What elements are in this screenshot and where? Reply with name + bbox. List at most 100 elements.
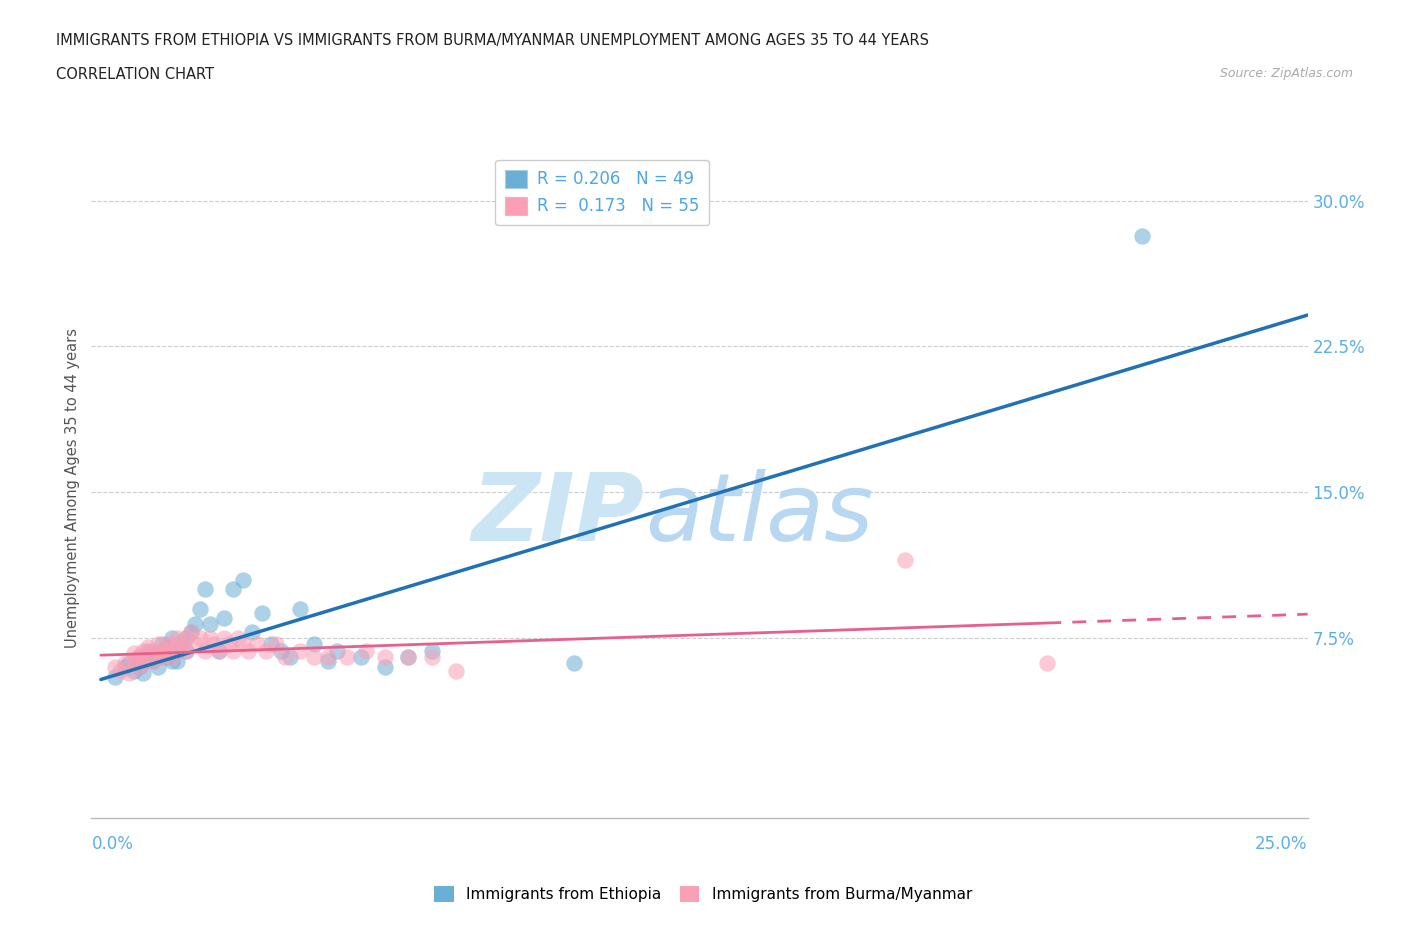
Point [156, 640, 179, 655]
Point [136, 650, 159, 665]
Point [218, 636, 240, 651]
Point [160, 654, 183, 669]
Point [374, 659, 396, 674]
Point [142, 654, 165, 669]
Point [326, 644, 349, 658]
Point [170, 636, 193, 651]
Text: 0.0%: 0.0% [91, 835, 134, 853]
Point [114, 659, 136, 674]
Point [174, 644, 197, 658]
Point [246, 636, 269, 651]
Point [180, 625, 202, 640]
Point [398, 650, 420, 665]
Point [420, 644, 443, 658]
Point [146, 636, 169, 651]
Point [174, 644, 197, 658]
Point [128, 659, 150, 674]
Point [562, 656, 585, 671]
Point [222, 582, 245, 597]
Point [398, 650, 420, 665]
Point [122, 646, 145, 661]
Point [128, 650, 150, 665]
Point [316, 650, 339, 665]
Point [128, 659, 150, 674]
Point [156, 650, 179, 665]
Point [142, 654, 165, 669]
Point [260, 636, 283, 651]
Point [250, 605, 273, 620]
Point [240, 625, 263, 640]
Point [156, 644, 179, 658]
Point [302, 650, 325, 665]
Point [132, 665, 155, 680]
Point [118, 665, 141, 680]
Text: ZIP: ZIP [472, 469, 645, 561]
Point [894, 552, 917, 567]
Point [208, 644, 231, 658]
Point [166, 644, 188, 658]
Point [288, 601, 311, 616]
Text: 25.0%: 25.0% [1256, 835, 1308, 853]
Point [204, 636, 226, 651]
Text: IMMIGRANTS FROM ETHIOPIA VS IMMIGRANTS FROM BURMA/MYANMAR UNEMPLOYMENT AMONG AGE: IMMIGRANTS FROM ETHIOPIA VS IMMIGRANTS F… [56, 33, 929, 47]
Point [374, 650, 396, 665]
Point [136, 650, 159, 665]
Point [122, 663, 145, 678]
Point [188, 631, 211, 645]
Point [156, 636, 179, 651]
Point [180, 625, 202, 640]
Point [150, 644, 173, 658]
Point [212, 631, 235, 645]
Point [236, 644, 259, 658]
Point [136, 644, 159, 658]
Point [232, 636, 254, 651]
Point [208, 644, 231, 658]
Point [264, 636, 287, 651]
Point [226, 631, 249, 645]
Y-axis label: Unemployment Among Ages 35 to 44 years: Unemployment Among Ages 35 to 44 years [65, 328, 80, 648]
Point [136, 640, 159, 655]
Point [160, 650, 183, 665]
Point [146, 650, 169, 665]
Point [316, 654, 339, 669]
Point [1036, 656, 1059, 671]
Point [184, 636, 207, 651]
Point [350, 650, 373, 665]
Point [142, 646, 165, 661]
Point [188, 601, 211, 616]
Point [354, 644, 377, 658]
Point [150, 650, 173, 665]
Point [114, 656, 136, 671]
Point [174, 631, 197, 645]
Point [174, 631, 197, 645]
Point [274, 650, 297, 665]
Point [104, 659, 127, 674]
Point [170, 636, 193, 651]
Point [166, 644, 188, 658]
Point [302, 636, 325, 651]
Point [132, 644, 155, 658]
Point [108, 663, 131, 678]
Point [444, 663, 467, 678]
Point [128, 650, 150, 665]
Point [184, 617, 207, 631]
Point [146, 650, 169, 665]
Point [256, 644, 278, 658]
Point [198, 617, 221, 631]
Text: atlas: atlas [645, 469, 873, 560]
Point [336, 650, 359, 665]
Point [160, 631, 183, 645]
Point [150, 636, 173, 651]
Point [132, 656, 155, 671]
Point [118, 656, 141, 671]
Point [1130, 229, 1153, 244]
Text: Source: ZipAtlas.com: Source: ZipAtlas.com [1219, 67, 1353, 80]
Point [166, 631, 188, 645]
Legend: Immigrants from Ethiopia, Immigrants from Burma/Myanmar: Immigrants from Ethiopia, Immigrants fro… [427, 880, 979, 909]
Point [122, 654, 145, 669]
Point [104, 670, 127, 684]
Point [142, 644, 165, 658]
Point [278, 650, 301, 665]
Point [222, 644, 245, 658]
Legend: R = 0.206   N = 49, R =  0.173   N = 55: R = 0.206 N = 49, R = 0.173 N = 55 [495, 160, 709, 225]
